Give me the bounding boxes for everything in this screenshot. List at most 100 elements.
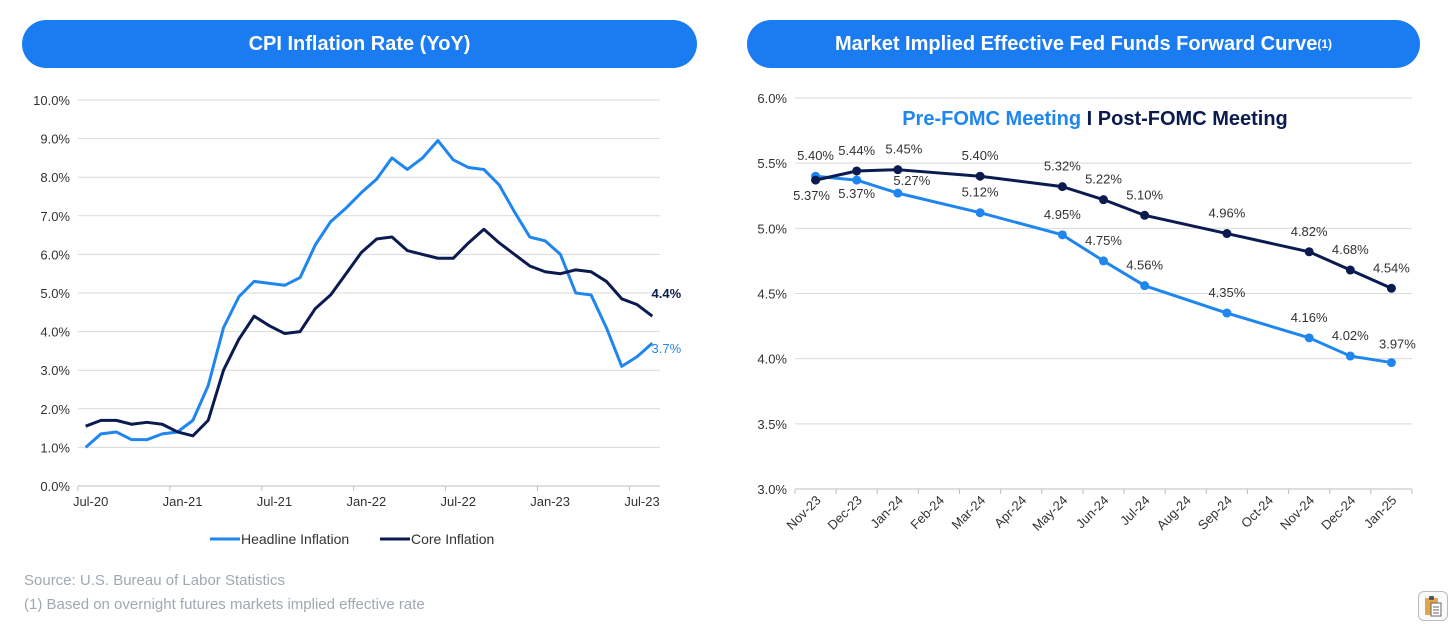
data-label: 4.56% — [1126, 258, 1163, 273]
data-label: 4.75% — [1085, 233, 1122, 248]
y-tick-label: 1.0% — [40, 440, 70, 455]
data-label: 4.95% — [1044, 207, 1081, 222]
data-label: 5.12% — [962, 185, 999, 200]
x-tick-label: Jan-23 — [530, 494, 570, 509]
data-label: 5.22% — [1085, 172, 1122, 187]
fed-title-text: Market Implied Effective Fed Funds Forwa… — [835, 32, 1318, 55]
data-label: 5.27% — [893, 173, 930, 188]
x-tick-label: Jul-21 — [257, 494, 292, 509]
data-label: 5.40% — [962, 148, 999, 163]
data-label: 4.16% — [1291, 310, 1328, 325]
data-point — [1304, 247, 1314, 257]
source-note: Source: U.S. Bureau of Labor Statistics — [24, 572, 285, 589]
footnote: (1) Based on overnight futures markets i… — [24, 596, 425, 613]
legend-subtitle: Pre-FOMC Meeting I Post-FOMC Meeting — [902, 108, 1288, 130]
y-tick-label: 6.0% — [757, 91, 787, 106]
x-tick-label: Mar-24 — [948, 493, 988, 533]
series-line-core — [85, 227, 654, 438]
data-label: 5.45% — [885, 142, 922, 157]
data-point — [893, 188, 903, 198]
x-tick-label: Jan-24 — [867, 493, 906, 532]
y-tick-label: 4.5% — [757, 287, 787, 302]
y-tick-label: 6.0% — [40, 247, 70, 262]
data-point — [852, 166, 862, 176]
x-tick-label: Apr-24 — [991, 493, 1029, 531]
data-point — [1345, 265, 1355, 275]
cpi-chart-title: CPI Inflation Rate (YoY) — [22, 20, 697, 68]
data-point — [1057, 230, 1067, 240]
cpi-title-text: CPI Inflation Rate (YoY) — [248, 32, 471, 55]
x-tick-label: Jan-21 — [163, 494, 203, 509]
data-point — [975, 208, 985, 218]
data-point — [893, 165, 903, 175]
x-tick-label: Jan-22 — [346, 494, 386, 509]
y-tick-label: 3.5% — [757, 417, 787, 432]
x-tick-label: Jul-23 — [624, 494, 659, 509]
x-tick-label: Oct-24 — [1238, 493, 1276, 531]
data-point — [1099, 195, 1108, 205]
y-tick-label: 5.0% — [40, 286, 70, 301]
data-label: 5.40% — [797, 148, 834, 163]
data-point — [811, 175, 821, 185]
data-point — [852, 175, 862, 185]
y-tick-label: 4.0% — [757, 352, 787, 367]
legend-post: Post-FOMC Meeting — [1098, 108, 1288, 130]
x-tick-label: May-24 — [1029, 493, 1070, 534]
y-tick-label: 5.5% — [757, 156, 787, 171]
x-tick-label: Nov-23 — [783, 493, 823, 533]
data-point — [1386, 358, 1396, 368]
data-point — [1057, 182, 1067, 192]
end-value-label: 3.7% — [652, 341, 682, 356]
x-tick-label: Dec-24 — [1318, 493, 1358, 533]
data-label: 5.32% — [1044, 159, 1081, 174]
x-tick-label: Jun-24 — [1073, 493, 1112, 532]
x-tick-label: Aug-24 — [1154, 493, 1194, 533]
data-label: 4.96% — [1208, 206, 1245, 221]
data-label: 5.44% — [838, 143, 875, 158]
data-point — [1222, 229, 1232, 239]
data-label: 3.97% — [1379, 337, 1416, 352]
data-label: 4.54% — [1373, 260, 1410, 275]
data-point — [975, 171, 985, 181]
data-label: 4.82% — [1291, 224, 1328, 239]
x-tick-label: Jan-25 — [1361, 493, 1400, 532]
data-point — [1222, 308, 1232, 318]
y-tick-label: 7.0% — [40, 209, 70, 224]
data-label: 5.37% — [793, 188, 830, 203]
y-tick-label: 8.0% — [40, 170, 70, 185]
data-label: 4.02% — [1332, 328, 1369, 343]
title-footnote-marker: (1) — [1317, 37, 1332, 51]
end-value-label: 4.4% — [652, 286, 682, 301]
clipboard-icon — [1425, 596, 1442, 617]
data-point — [1140, 281, 1150, 291]
y-tick-label: 3.0% — [757, 482, 787, 497]
x-tick-label: Nov-24 — [1277, 493, 1317, 533]
data-label: 5.10% — [1126, 187, 1163, 202]
legend-sep: I — [1081, 108, 1098, 130]
data-point — [1099, 256, 1108, 266]
x-tick-label: Dec-23 — [825, 493, 865, 533]
data-point — [1140, 210, 1150, 220]
x-tick-label: Jul-20 — [73, 494, 108, 509]
x-tick-label: Jul-24 — [1117, 493, 1153, 529]
y-tick-label: 9.0% — [40, 132, 70, 147]
series-line-headline — [84, 139, 654, 449]
data-label: 4.68% — [1332, 242, 1369, 257]
x-tick-label: Sep-24 — [1195, 493, 1235, 533]
y-tick-label: 4.0% — [40, 325, 70, 340]
data-label: 4.35% — [1208, 285, 1245, 300]
data-point — [1304, 333, 1314, 343]
legend-label: Headline Inflation — [241, 531, 349, 547]
clipboard-button[interactable] — [1418, 591, 1448, 621]
data-point — [1386, 283, 1396, 293]
y-tick-label: 0.0% — [40, 479, 70, 494]
x-tick-label: Feb-24 — [907, 493, 947, 533]
x-tick-label: Jul-22 — [441, 494, 476, 509]
y-tick-label: 10.0% — [33, 93, 70, 108]
legend-pre: Pre-FOMC Meeting — [902, 108, 1081, 130]
y-tick-label: 2.0% — [40, 402, 70, 417]
data-point — [1345, 351, 1355, 361]
legend-label: Core Inflation — [411, 531, 494, 547]
y-tick-label: 3.0% — [40, 363, 70, 378]
